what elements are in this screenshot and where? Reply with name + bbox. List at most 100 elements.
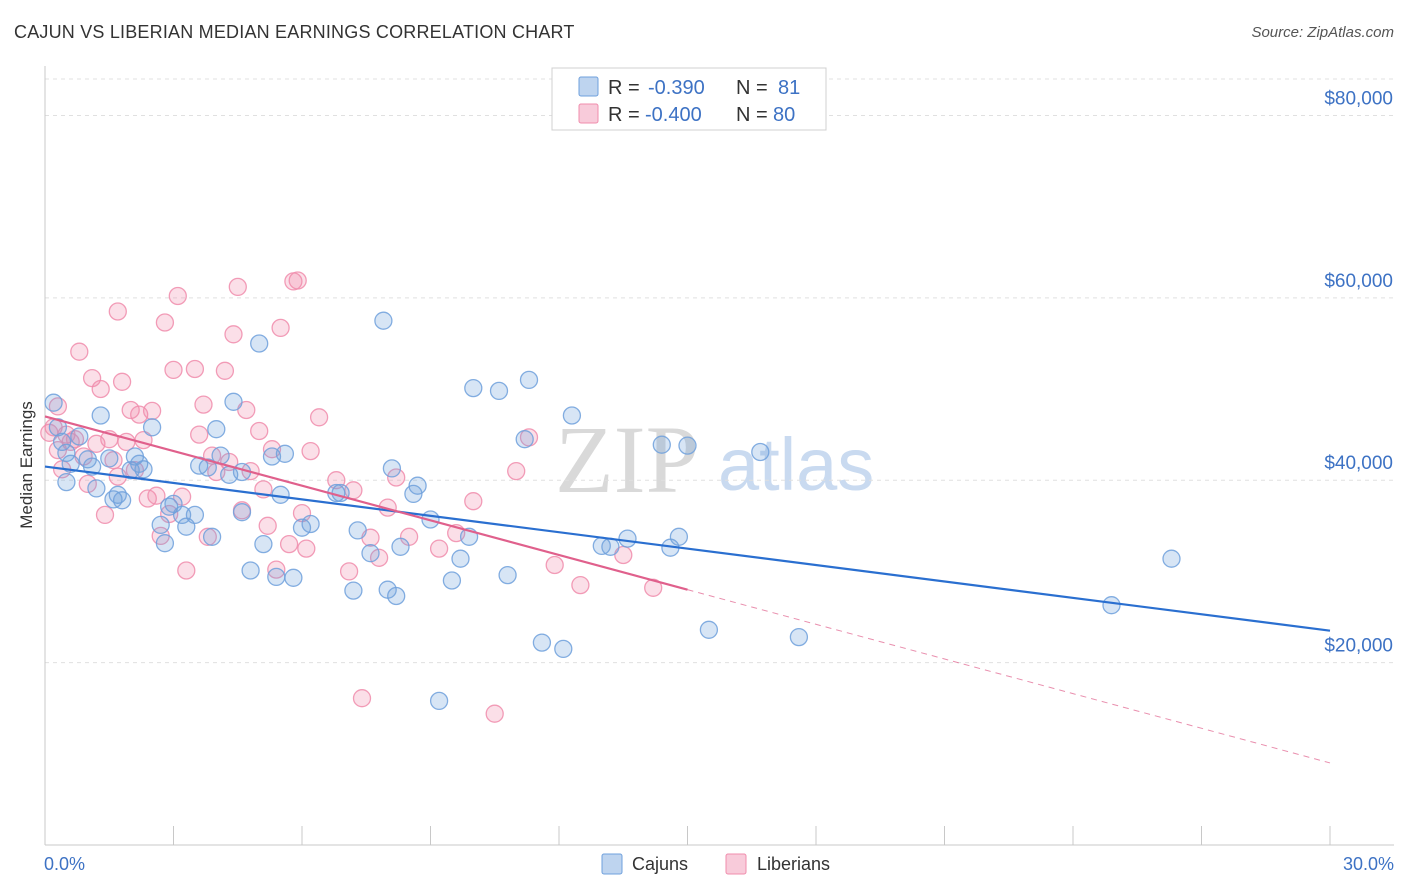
y-tick-label-1: $40,000 xyxy=(1324,453,1393,474)
cajun-point-64 xyxy=(489,381,509,401)
cajun-point-43 xyxy=(284,568,303,587)
x-tick-label-min: 0.0% xyxy=(44,854,85,874)
liberian-point-52 xyxy=(267,560,286,579)
cajun-point-54 xyxy=(387,586,406,606)
legend-liberian-n-label: N = xyxy=(736,104,768,126)
cajun-point-40 xyxy=(267,567,286,587)
y-tick-label-3: $80,000 xyxy=(1324,88,1393,109)
liberian-point-48 xyxy=(250,421,269,441)
liberian-point-68 xyxy=(387,468,406,487)
liberian-point-21 xyxy=(121,400,140,420)
cajun-point-76 xyxy=(669,527,689,546)
cajun-point-0 xyxy=(44,393,63,412)
liberian-point-70 xyxy=(429,539,449,558)
legend: R = -0.390 N = 81 R = -0.400 N = 80 xyxy=(551,67,827,131)
cajun-point-2 xyxy=(52,432,72,452)
liberian-point-35 xyxy=(185,359,205,379)
cajun-point-36 xyxy=(241,561,260,580)
cajun-point-48 xyxy=(344,581,363,600)
liberian-point-19 xyxy=(112,372,132,391)
chart-title: CAJUN VS LIBERIAN MEDIAN EARNINGS CORREL… xyxy=(14,22,575,42)
liberian-point-56 xyxy=(288,271,307,290)
liberian-point-46 xyxy=(237,400,256,420)
liberian-point-14 xyxy=(95,505,115,525)
cajun-point-28 xyxy=(198,458,217,477)
y-tick-label-2: $60,000 xyxy=(1324,271,1393,292)
cajun-point-57 xyxy=(408,476,427,495)
legend-liberian-r-value: -0.400 xyxy=(645,104,702,126)
liberian-trend-line xyxy=(44,415,688,591)
liberian-point-59 xyxy=(301,441,320,461)
cajun-point-42 xyxy=(275,444,295,463)
liberian-point-66 xyxy=(369,548,389,567)
liberian-point-77 xyxy=(571,575,590,595)
cajun-point-26 xyxy=(185,505,205,525)
series-legend-swatch-cajun xyxy=(601,853,623,875)
cajun-point-60 xyxy=(442,571,462,590)
cajun-point-67 xyxy=(519,370,539,390)
liberian-point-36 xyxy=(190,425,209,444)
cajun-point-79 xyxy=(751,442,770,462)
cajun-point-24 xyxy=(172,505,192,525)
legend-cajun-r-label: R = xyxy=(608,77,640,99)
liberian-point-31 xyxy=(164,360,183,380)
cajun-point-29 xyxy=(202,527,222,546)
cajun-point-69 xyxy=(554,639,573,659)
axes xyxy=(44,66,1394,846)
y-tick-labels: $20,000 $40,000 $60,000 $80,000 xyxy=(1324,88,1393,656)
cajun-point-59 xyxy=(429,691,449,711)
cajun-point-8 xyxy=(82,457,102,476)
watermark-zip: ZIP xyxy=(555,406,699,513)
x-tick-label-max: 30.0% xyxy=(1343,854,1394,874)
liberian-point-58 xyxy=(297,539,316,558)
legend-cajun-n-label: N = xyxy=(736,77,768,99)
liberian-point-41 xyxy=(215,361,235,380)
liberian-point-10 xyxy=(78,474,97,494)
cajun-point-21 xyxy=(155,534,175,553)
cajun-point-35 xyxy=(232,503,252,522)
legend-liberian-r-label: R = xyxy=(608,104,640,126)
liberian-point-38 xyxy=(198,527,217,546)
cajun-point-51 xyxy=(374,311,393,330)
cajun-point-38 xyxy=(254,534,273,554)
series-legend-label-liberian: Liberians xyxy=(757,854,830,874)
cajun-point-47 xyxy=(331,483,350,503)
watermark-atlas: atlas xyxy=(718,423,874,506)
liberian-point-72 xyxy=(464,492,483,511)
cajun-point-9 xyxy=(87,479,106,498)
cajun-point-4 xyxy=(61,454,80,473)
legend-cajun-r-value: -0.390 xyxy=(648,77,705,99)
liberian-point-64 xyxy=(352,689,372,708)
legend-cajun-n-value: 81 xyxy=(778,77,800,99)
cajun-point-19 xyxy=(142,418,162,437)
liberian-point-18 xyxy=(108,302,127,321)
legend-swatch-cajun xyxy=(578,76,599,97)
cajun-point-53 xyxy=(382,459,402,478)
source-credit: Source: ZipAtlas.com xyxy=(1251,24,1394,41)
liberian-point-53 xyxy=(271,318,290,338)
liberian-point-34 xyxy=(177,561,196,580)
liberian-point-44 xyxy=(228,277,247,297)
cajun-point-82 xyxy=(1162,549,1181,568)
liberian-point-37 xyxy=(194,395,213,414)
cajun-point-49 xyxy=(348,521,367,540)
cajun-point-80 xyxy=(789,627,809,647)
liberian-point-60 xyxy=(309,408,329,427)
cajun-point-72 xyxy=(601,537,620,556)
cajun-point-33 xyxy=(224,392,243,411)
cajun-point-6 xyxy=(70,427,89,446)
liberian-point-26 xyxy=(142,401,162,421)
cajun-point-70 xyxy=(562,406,582,425)
cajun-point-45 xyxy=(301,514,320,534)
cajun-point-10 xyxy=(91,406,110,425)
cajun-point-30 xyxy=(207,420,226,439)
cajun-point-81 xyxy=(1102,596,1121,615)
cajun-point-61 xyxy=(451,549,470,568)
liberian-point-27 xyxy=(147,486,166,505)
series-legend-label-cajun: Cajuns xyxy=(632,854,688,874)
cajun-point-68 xyxy=(532,633,552,652)
cajun-point-11 xyxy=(100,449,119,468)
cajun-point-14 xyxy=(112,491,132,510)
cajun-point-3 xyxy=(57,443,76,463)
